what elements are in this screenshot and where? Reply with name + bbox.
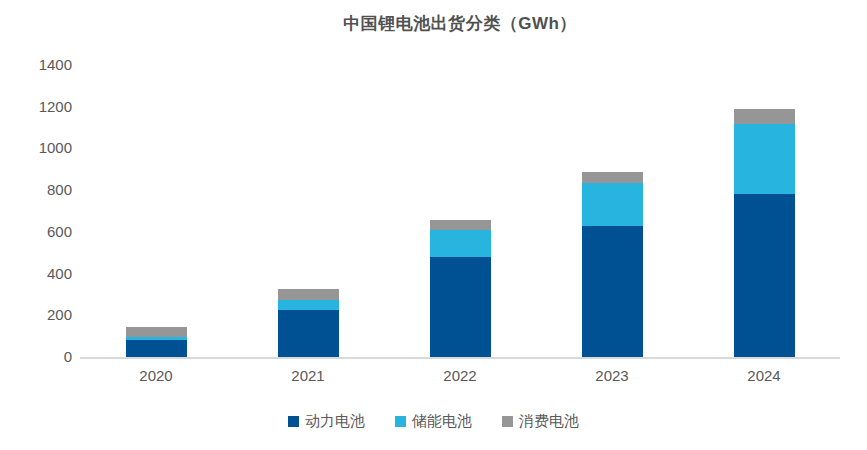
stacked-bar-2020 [126,327,187,357]
lithium-battery-shipment-chart: 中国锂电池出货分类（GWh） 0 200 400 600 800 1000 1200 1400… [0,0,867,450]
stacked-bar-2021 [278,289,339,357]
y-tick-label: 800 [0,181,72,199]
stacked-bar-2023 [582,172,643,357]
bar-segment-动力电池-2022 [430,257,491,357]
y-tick-label: 1200 [0,98,72,116]
bar-slot-2021 [232,65,384,357]
bar-segment-储能电池-2023 [582,183,643,226]
legend-label: 消费电池 [519,411,579,431]
bar-segment-动力电池-2024 [734,194,795,357]
bar-segment-储能电池-2022 [430,230,491,257]
bar-segment-储能电池-2024 [734,124,795,194]
stacked-bar-2022 [430,220,491,357]
bar-segment-储能电池-2021 [278,300,339,310]
legend-swatch-icon [395,416,406,427]
bar-segment-消费电池-2022 [430,220,491,229]
bar-slot-2024 [688,65,840,357]
bar-segment-动力电池-2023 [582,226,643,357]
chart-title: 中国锂电池出货分类（GWh） [80,12,840,35]
bar-segment-动力电池-2020 [126,340,187,357]
x-tick-label-2023: 2023 [536,366,688,386]
legend: 动力电池 储能电池 消费电池 [0,411,867,431]
plot-area [80,65,840,359]
bar-segment-动力电池-2021 [278,310,339,357]
legend-swatch-icon [502,416,513,427]
legend-swatch-icon [288,416,299,427]
legend-item-1: 储能电池 [395,411,472,431]
bar-slot-2023 [536,65,688,357]
x-tick-label-2024: 2024 [688,366,840,386]
bar-segment-消费电池-2024 [734,109,795,125]
legend-label: 动力电池 [305,411,365,431]
bar-segment-消费电池-2023 [582,172,643,182]
bar-segment-消费电池-2020 [126,327,187,337]
y-tick-label: 1000 [0,139,72,157]
x-tick-label-2021: 2021 [232,366,384,386]
legend-item-0: 动力电池 [288,411,365,431]
y-tick-label: 0 [0,348,72,366]
y-axis: 0200400600800100012001400 [0,65,72,357]
y-tick-label: 200 [0,306,72,324]
bar-slot-2020 [80,65,232,357]
y-tick-label: 1400 [0,56,72,74]
legend-item-2: 消费电池 [502,411,579,431]
x-axis: 20202021202220232024 [80,366,840,386]
y-tick-label: 400 [0,265,72,283]
legend-label: 储能电池 [412,411,472,431]
x-tick-label-2020: 2020 [80,366,232,386]
bar-slot-2022 [384,65,536,357]
stacked-bar-2024 [734,109,795,357]
x-tick-label-2022: 2022 [384,366,536,386]
bar-segment-消费电池-2021 [278,289,339,300]
y-tick-label: 600 [0,223,72,241]
